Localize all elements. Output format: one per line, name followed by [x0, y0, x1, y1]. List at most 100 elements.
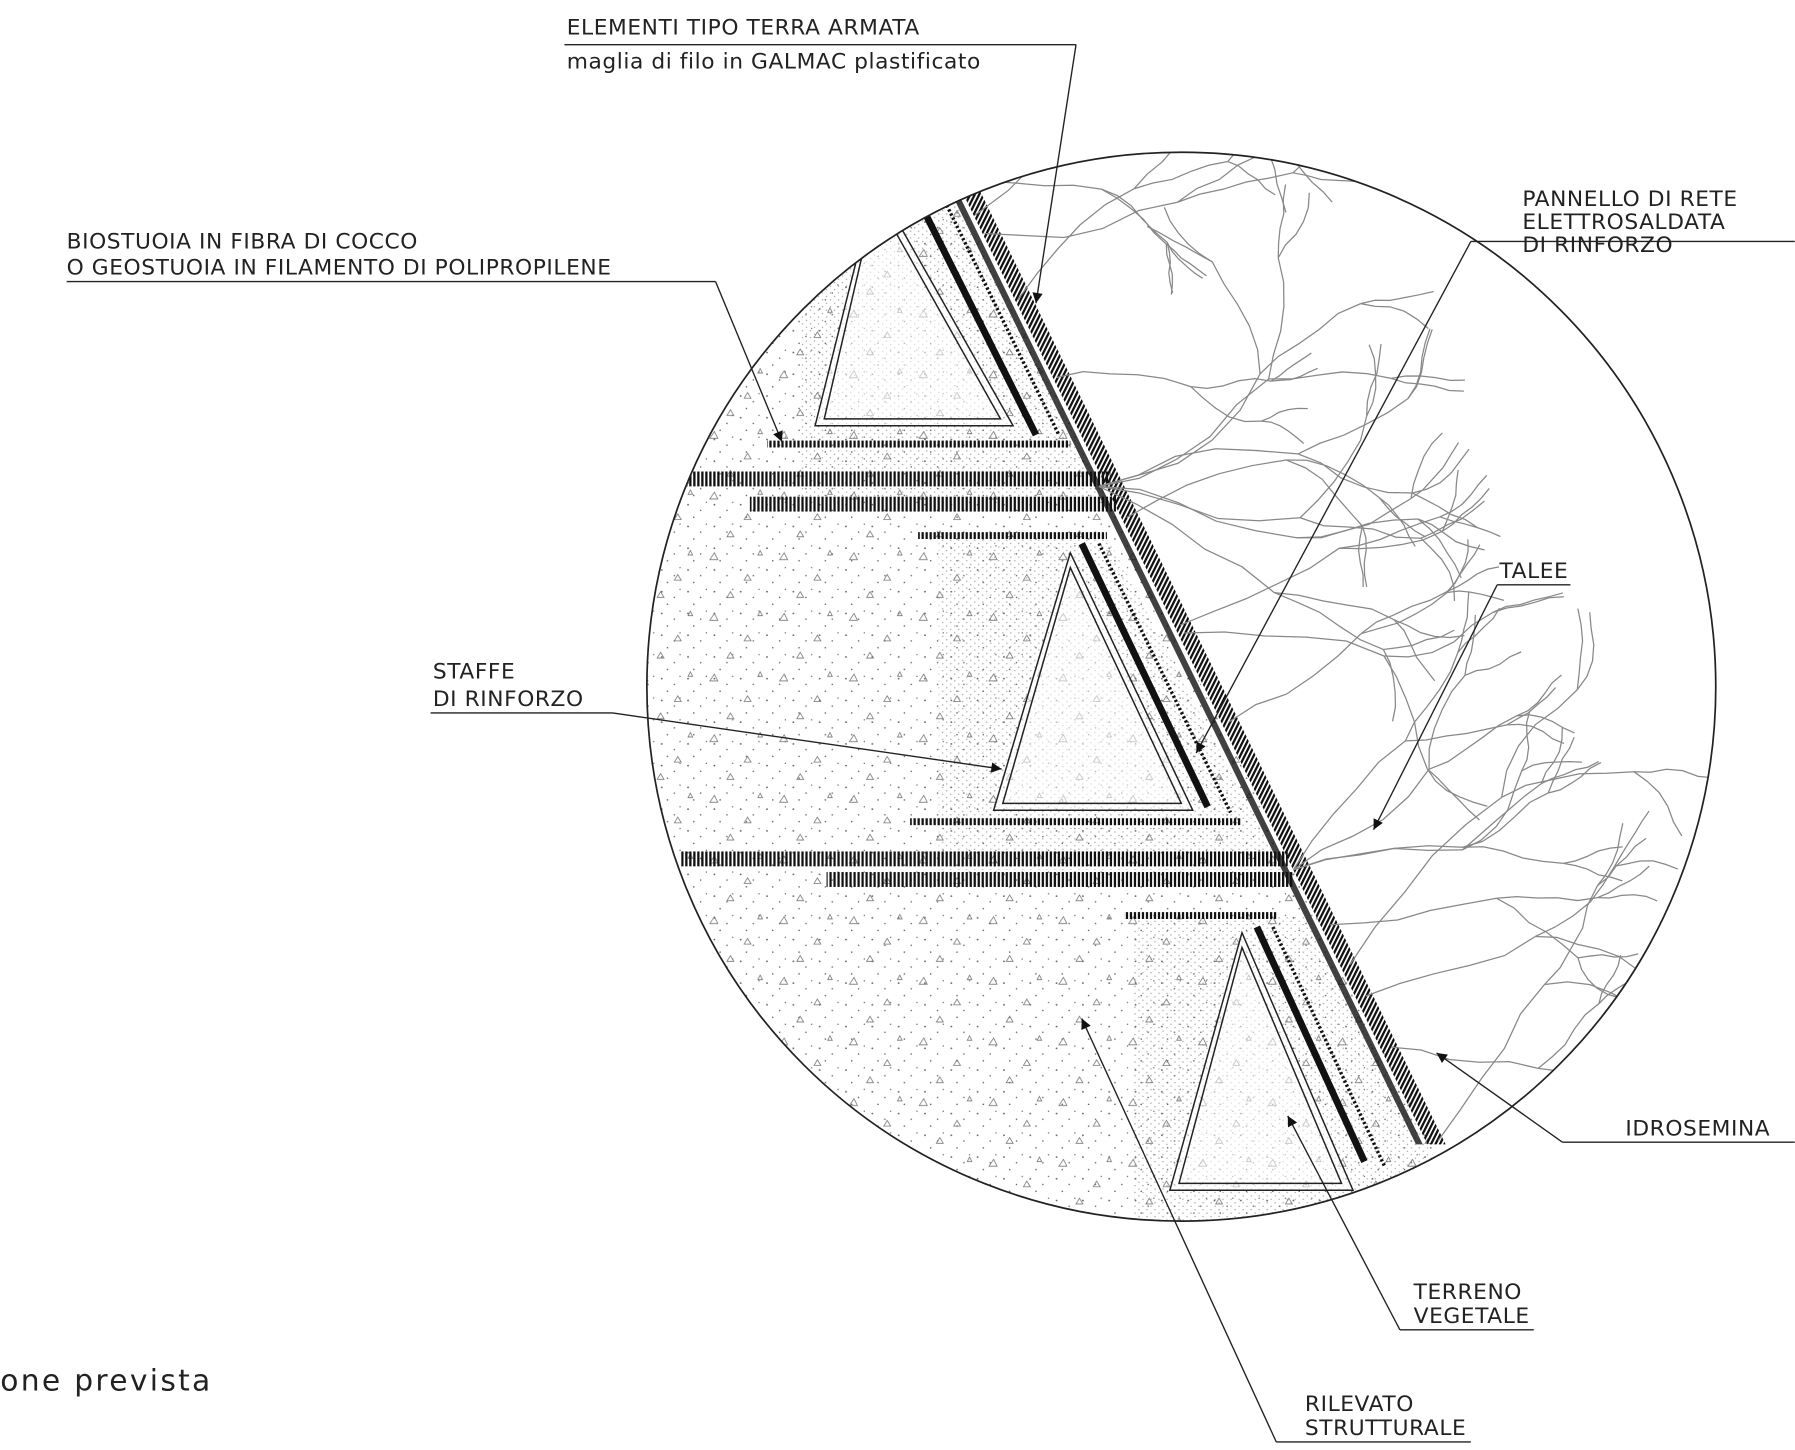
branch: [1540, 727, 1563, 784]
branch: [1506, 723, 1565, 745]
branch: [1056, 370, 1191, 388]
line-work: [1001, 565, 1183, 805]
branch: [1462, 792, 1549, 848]
branch: [1563, 846, 1623, 864]
branch: [1098, 378, 1270, 488]
branch: [1535, 865, 1616, 938]
branch: [1383, 655, 1428, 770]
branch: [1496, 896, 1598, 902]
branch: [1516, 714, 1575, 734]
label: RILEVATO: [1305, 1392, 1414, 1417]
line-work: [1168, 930, 1355, 1191]
branch: [1098, 485, 1297, 539]
line-work: [767, 440, 1071, 448]
branch: [1299, 416, 1368, 519]
branch: [1516, 674, 1562, 717]
branch: [1439, 474, 1488, 518]
branch: [1420, 500, 1485, 539]
branch: [1292, 152, 1360, 174]
line-work: [918, 532, 1107, 540]
branch: [1260, 407, 1308, 422]
branch: [1442, 488, 1490, 532]
branch: [1598, 955, 1622, 1004]
branch: [1297, 453, 1413, 494]
branch: [1147, 103, 1262, 143]
branch: [1365, 343, 1382, 417]
branch: [1391, 377, 1464, 392]
branch: [1446, 539, 1469, 592]
branch: [1405, 724, 1508, 742]
mesh-panels: [937, 188, 1387, 1169]
branch: [1598, 973, 1644, 1005]
reinforcement-panels: [912, 193, 1368, 1164]
branch: [1017, 188, 1135, 301]
facing-line: [935, 160, 1423, 1145]
branch: [1133, 160, 1228, 190]
branch: [1339, 530, 1443, 550]
branch: [1548, 761, 1602, 794]
branch: [1506, 687, 1557, 726]
branch: [1437, 984, 1546, 1142]
label: STAFFE: [433, 660, 515, 685]
branch: [1412, 492, 1479, 529]
branch: [1163, 207, 1213, 263]
branch: [1101, 188, 1167, 245]
line-work: [1124, 912, 1277, 919]
branch: [1296, 497, 1412, 539]
branch: [1166, 241, 1204, 279]
line-work: [992, 550, 1194, 812]
branch: [1270, 352, 1312, 382]
branch: [1457, 607, 1501, 654]
callouts: ELEMENTI TIPO TERRA ARMATA maglia di fil…: [0, 15, 1795, 1443]
label: O GEOSTUOIA IN FILAMENTO DI POLIPROPILEN…: [67, 256, 612, 281]
branch: [1439, 516, 1501, 538]
branch: [1147, 40, 1251, 103]
branch: [1166, 242, 1174, 294]
line-work: [612, 712, 1002, 773]
branch: [1597, 837, 1647, 886]
branch: [1146, 225, 1213, 263]
branch: [1098, 448, 1298, 487]
branch: [1361, 525, 1368, 587]
branch: [1330, 897, 1497, 926]
branch: [1393, 619, 1465, 639]
line-work: [714, 281, 783, 443]
branch: [1501, 771, 1634, 798]
label: IDROSEMINA: [1625, 1116, 1770, 1141]
branch: [1293, 845, 1463, 871]
fill-soil: [1133, 915, 1489, 1222]
branch: [1259, 303, 1361, 375]
branch: [1357, 525, 1364, 587]
branch: [1633, 768, 1715, 779]
branch: [1101, 188, 1168, 243]
branch: [1296, 518, 1419, 539]
label: BIOSTUOIA IN FIBRA DI COCCO: [67, 229, 418, 254]
line-work: [1271, 926, 1387, 1169]
branch: [1563, 862, 1623, 882]
branch: [1393, 619, 1436, 682]
branch: [1251, 39, 1319, 63]
branch: [984, 201, 1178, 239]
branch: [974, 152, 1148, 216]
branch: [1420, 537, 1456, 601]
branch: [1383, 629, 1455, 651]
branch: [1098, 485, 1301, 522]
branch: [1277, 192, 1310, 259]
branch: [1360, 590, 1448, 635]
branch: [1268, 371, 1392, 380]
branch: [1098, 485, 1275, 594]
branch: [1462, 770, 1523, 851]
label: PANNELLO DI RETE: [1522, 187, 1737, 212]
branch: [1577, 957, 1620, 999]
branch: [1614, 810, 1650, 867]
branch: [1576, 608, 1584, 690]
branch: [1464, 614, 1476, 676]
line-work: [749, 496, 1117, 512]
branch: [1292, 740, 1406, 871]
label: VEGETALE: [1414, 1304, 1530, 1329]
branch: [1211, 261, 1261, 374]
branch: [1274, 591, 1395, 621]
branch: [1457, 592, 1470, 654]
stirrups: [814, 181, 1355, 1191]
branch: [1366, 344, 1377, 417]
